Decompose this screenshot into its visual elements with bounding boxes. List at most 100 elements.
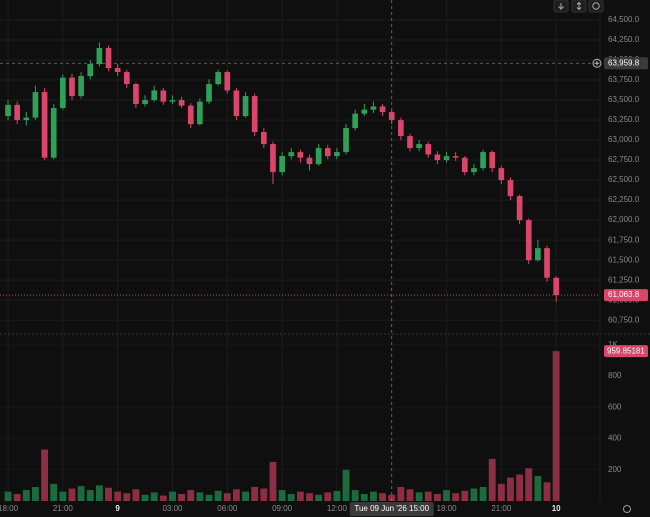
- settings-icon[interactable]: [623, 505, 631, 513]
- candle-body: [297, 152, 304, 158]
- candle-body: [525, 220, 532, 261]
- candle-body: [123, 72, 130, 85]
- candle-body: [270, 144, 276, 173]
- volume-bar: [105, 487, 112, 501]
- candle-body: [443, 156, 450, 161]
- download-icon: [558, 3, 564, 10]
- candle-body: [544, 248, 550, 278]
- crosshair-add-plus: [594, 61, 600, 66]
- crosshair-y-box: [604, 57, 648, 70]
- volume-bar: [141, 494, 149, 501]
- candle-body: [14, 104, 21, 121]
- volume-bar: [50, 483, 58, 501]
- y-tick-label: 62,000.0: [608, 215, 640, 224]
- candle-body: [416, 144, 422, 149]
- settings-button[interactable]: [623, 505, 631, 513]
- volume-bar: [150, 492, 158, 501]
- candle-body: [69, 77, 75, 97]
- volume-bar: [424, 491, 432, 501]
- x-tick-label: 09:00: [272, 504, 293, 513]
- volume-bar: [351, 490, 359, 501]
- candle-body: [242, 96, 249, 117]
- candle-body: [288, 152, 295, 157]
- x-tick-label: 06:00: [217, 504, 238, 513]
- volume-bar: [123, 493, 131, 501]
- candle-body: [78, 76, 84, 97]
- volume-bar: [397, 486, 405, 501]
- candle-body: [187, 105, 194, 125]
- candle-body: [260, 132, 267, 145]
- y-tick-label: 60,750.0: [608, 315, 640, 324]
- candle-body: [452, 156, 459, 158]
- candle-body: [279, 156, 285, 173]
- x-tick-label: 12:00: [327, 504, 348, 513]
- volume-bar: [379, 493, 387, 501]
- volume-bar: [242, 491, 249, 501]
- volume-bar: [68, 488, 76, 501]
- volume-bar: [13, 493, 21, 501]
- volume-bar: [479, 486, 487, 501]
- y-tick-label: 63,000.0: [608, 135, 640, 144]
- volume-bar: [223, 493, 231, 501]
- volume-bar: [552, 351, 560, 501]
- candle-body: [407, 136, 413, 149]
- candle-body: [489, 152, 496, 169]
- volume-tick-label: 600: [608, 402, 622, 411]
- candle-body: [461, 157, 468, 173]
- last-price-box: [604, 289, 648, 302]
- last-price-label: 61,063.8: [608, 290, 640, 299]
- candle-body: [41, 92, 48, 158]
- candle-body: [142, 100, 148, 105]
- volume-bar: [388, 494, 396, 501]
- candle-body: [498, 168, 505, 181]
- candle-body: [379, 106, 386, 113]
- volume-bar: [214, 490, 222, 501]
- volume-bar: [32, 486, 39, 501]
- volume-bar: [4, 491, 12, 501]
- candle-body: [96, 48, 103, 65]
- volume-bar: [525, 468, 533, 501]
- volume-bar: [95, 485, 103, 501]
- candle-body: [324, 148, 331, 157]
- volume-tick-label: 200: [608, 465, 622, 474]
- candle-body: [233, 90, 240, 117]
- x-tick-label: 9: [115, 504, 120, 513]
- last-volume-box: [604, 345, 648, 358]
- volume-bar: [178, 493, 186, 501]
- candle-body: [480, 152, 486, 169]
- volume-bar: [196, 492, 204, 501]
- x-tick-label: 18:00: [0, 504, 19, 513]
- volume-bar: [433, 493, 441, 501]
- last-volume-label: 959.85181: [607, 346, 645, 355]
- candle-body: [5, 104, 11, 117]
- y-tick-label: 62,500.0: [608, 175, 640, 184]
- candle-body: [370, 106, 377, 110]
- y-tick-label: 64,500.0: [608, 15, 640, 24]
- volume-bar: [315, 494, 323, 501]
- volume-bar: [406, 489, 414, 501]
- reset-button[interactable]: [588, 0, 604, 13]
- candle-body: [133, 84, 139, 105]
- volume-bar: [41, 449, 49, 501]
- volume-bar: [169, 491, 176, 501]
- toolbar[interactable]: [553, 0, 604, 13]
- volume-bar: [287, 493, 295, 501]
- volume-bar: [205, 494, 213, 501]
- reset-icon: [592, 2, 600, 10]
- marks: [0, 0, 600, 501]
- candle-body: [398, 120, 404, 137]
- volume-tick-label: 400: [608, 434, 622, 443]
- crosshair-x-box: [349, 502, 434, 516]
- volume-bar: [497, 483, 505, 501]
- x-tick-label: 10: [552, 504, 561, 513]
- candle-body: [471, 168, 477, 173]
- volume-bar: [443, 490, 450, 501]
- crosshair-x-label: Tue 09 Jun '26 15:00: [354, 504, 429, 513]
- volume-bar: [415, 492, 423, 501]
- candle-body: [206, 84, 212, 102]
- candle-body: [169, 100, 176, 102]
- volume-bar: [461, 490, 469, 501]
- volume-bar: [306, 493, 313, 501]
